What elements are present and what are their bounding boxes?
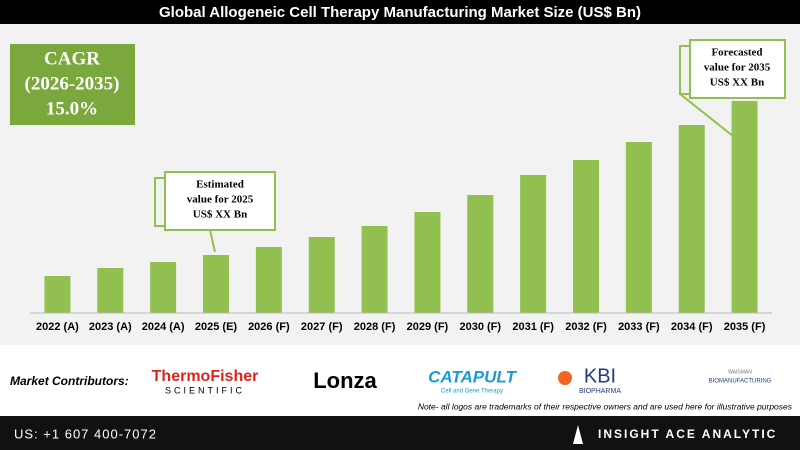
bar <box>520 175 547 313</box>
logo: BIOPHARMA <box>579 388 621 395</box>
x-tick-label: 2024 (A) <box>142 321 185 333</box>
contributors-label: Market Contributors: <box>10 374 129 388</box>
x-tick-label: 2029 (F) <box>407 321 449 333</box>
logo: BIOMANUFACTURING <box>709 379 772 385</box>
bar <box>308 237 335 313</box>
annotation-text: Estimated <box>196 179 244 191</box>
bar <box>414 212 441 313</box>
x-tick-label: 2023 (A) <box>89 321 132 333</box>
bar <box>573 160 599 313</box>
annotation-text: US$ XX Bn <box>710 77 764 89</box>
logo: Cell and Gene Therapy <box>441 389 503 395</box>
bracket <box>154 177 165 227</box>
x-tick-label: 2025 (E) <box>195 321 238 333</box>
annotation-text: US$ XX Bn <box>193 209 247 221</box>
bar <box>255 247 282 313</box>
x-tick-label: 2028 (F) <box>354 321 396 333</box>
annotation-box <box>689 39 786 99</box>
x-tick-label: 2034 (F) <box>671 321 713 333</box>
cagr-value: 15.0% <box>46 98 98 119</box>
pointer <box>209 229 216 253</box>
x-tick-label: 2022 (A) <box>36 321 79 333</box>
bar <box>97 268 124 313</box>
brand: INSIGHT ACE ANALYTIC <box>598 427 777 441</box>
footer <box>0 416 800 450</box>
cagr-box <box>10 44 135 125</box>
bar <box>731 101 758 313</box>
title-bar <box>0 0 800 24</box>
bar <box>467 195 494 313</box>
phone: US: +1 607 400-7072 <box>14 426 157 441</box>
logo: WAISMAN <box>728 369 752 375</box>
bar <box>678 125 705 313</box>
annotation-box <box>164 171 276 231</box>
annotation-text: value for 2035 <box>704 62 771 74</box>
note: Note- all logos are trademarks of their … <box>418 401 793 411</box>
x-tick-label: 2030 (F) <box>459 321 501 333</box>
logo: CATAPULT <box>428 367 517 386</box>
bar <box>44 276 71 313</box>
x-tick-label: 2035 (F) <box>724 321 766 333</box>
cagr-period: (2026-2035) <box>25 73 120 94</box>
bar <box>150 262 177 313</box>
bar <box>625 142 652 313</box>
logo: Lonza <box>313 368 377 393</box>
chart-title: Global Allogeneic Cell Therapy Manufactu… <box>159 4 641 21</box>
brand-icon <box>573 425 583 444</box>
annotation-text: Forecasted <box>711 47 762 59</box>
x-tick-label: 2032 (F) <box>565 321 607 333</box>
bars: 2022 (A) 2023 (A) 2024 (A) 2025 (E) 2026 (F)… <box>36 101 766 333</box>
logo-icon <box>558 371 572 385</box>
pointer <box>679 93 739 141</box>
logo: SCIENTIFIC <box>165 385 245 395</box>
x-tick-label: 2026 (F) <box>248 321 290 333</box>
cagr-label: CAGR <box>44 48 100 69</box>
x-tick-label: 2027 (F) <box>301 321 343 333</box>
bar <box>203 255 229 313</box>
logo: ThermoFisher <box>152 368 259 385</box>
annotation-text: value for 2025 <box>187 194 254 206</box>
bar <box>361 226 388 313</box>
x-tick-label: 2033 (F) <box>618 321 660 333</box>
logo: KBI <box>584 365 616 387</box>
bracket <box>679 45 690 95</box>
x-tick-label: 2031 (F) <box>512 321 554 333</box>
